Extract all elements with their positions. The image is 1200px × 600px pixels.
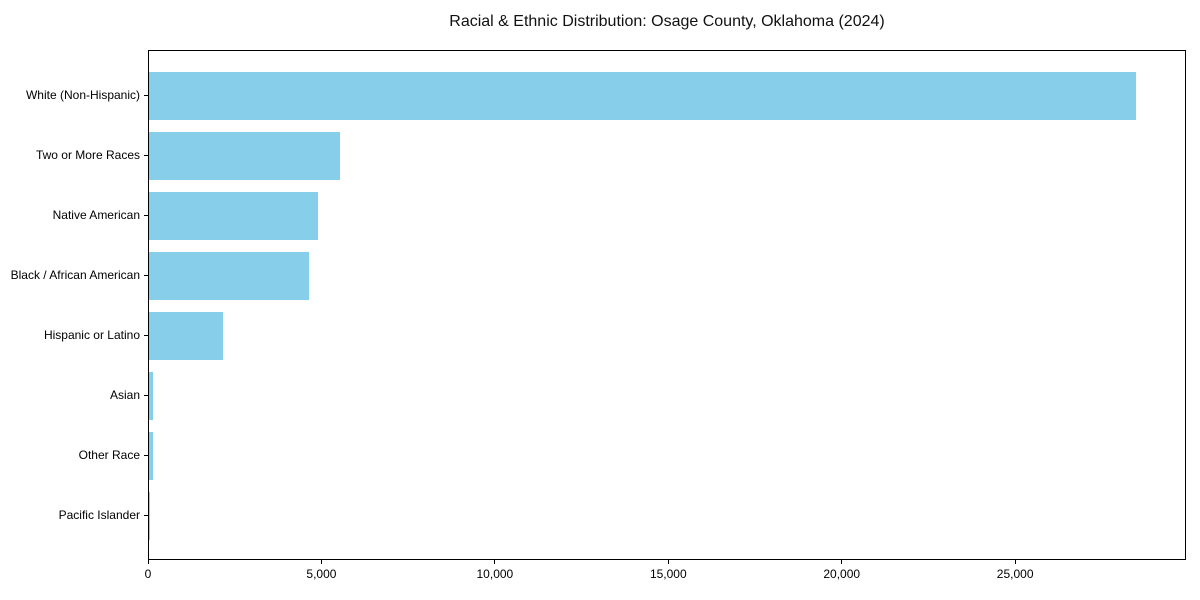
bar xyxy=(149,72,1136,120)
plot-area xyxy=(148,50,1186,560)
y-tick-mark xyxy=(144,154,148,156)
y-tick-mark xyxy=(144,94,148,96)
y-tick-mark xyxy=(144,514,148,516)
x-tick-mark xyxy=(147,560,149,564)
bar xyxy=(149,432,153,480)
x-tick-label: 20,000 xyxy=(823,567,861,581)
y-axis-label: Native American xyxy=(52,208,140,222)
y-axis-label: Black / African American xyxy=(10,268,140,282)
bar xyxy=(149,132,340,180)
y-tick-mark xyxy=(144,214,148,216)
x-tick-label: 0 xyxy=(144,567,152,581)
y-tick-mark xyxy=(144,274,148,276)
x-tick-label: 10,000 xyxy=(476,567,514,581)
y-axis-label: Pacific Islander xyxy=(58,508,140,522)
x-tick-mark xyxy=(320,560,322,564)
bar xyxy=(149,192,319,240)
x-tick-label: 5,000 xyxy=(306,567,337,581)
x-tick-label: 15,000 xyxy=(649,567,687,581)
x-tick-mark xyxy=(494,560,496,564)
x-tick-label: 25,000 xyxy=(996,567,1034,581)
bar xyxy=(149,312,224,360)
x-tick-mark xyxy=(1014,560,1016,564)
bar xyxy=(149,252,309,300)
bar xyxy=(149,492,150,540)
y-axis-label: Hispanic or Latino xyxy=(43,328,140,342)
chart-title: Racial & Ethnic Distribution: Osage Coun… xyxy=(449,13,885,30)
y-tick-mark xyxy=(144,334,148,336)
y-tick-mark xyxy=(144,454,148,456)
bar xyxy=(149,372,153,420)
x-tick-mark xyxy=(667,560,669,564)
y-axis-label: Asian xyxy=(109,388,140,402)
y-axis-label: Other Race xyxy=(78,448,140,462)
y-axis-label: White (Non-Hispanic) xyxy=(25,88,140,102)
y-tick-mark xyxy=(144,394,148,396)
y-axis-label: Two or More Races xyxy=(35,148,140,162)
x-tick-mark xyxy=(841,560,843,564)
